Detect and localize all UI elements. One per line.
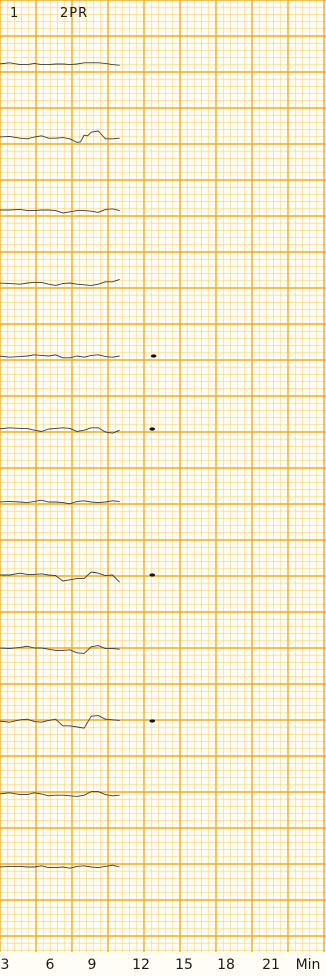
trace-line [0, 715, 120, 729]
trace-line [0, 354, 120, 359]
trace-line [0, 427, 120, 434]
major-grid [0, 0, 326, 952]
x-tick-label: 3 [1, 957, 10, 973]
trace-line [0, 499, 120, 505]
trace-line [0, 278, 120, 286]
minor-grid [0, 0, 326, 952]
x-tick-label: 15 [175, 957, 193, 973]
channel-label: 1 [10, 6, 19, 21]
series-label: 2PR [60, 6, 88, 21]
trace-line [0, 645, 120, 654]
trace-line [0, 571, 120, 583]
x-tick-label: 18 [217, 957, 235, 973]
x-tick-label: 12 [132, 957, 150, 973]
x-unit-label: Min [296, 957, 321, 973]
ink-mark [150, 354, 157, 358]
trace-line [0, 62, 120, 66]
trace-line [0, 864, 120, 869]
ink-mark-layer [149, 354, 157, 723]
trace-line [0, 791, 120, 797]
trace-line [0, 130, 120, 143]
ink-mark [149, 573, 156, 577]
x-tick-label: 21 [262, 957, 280, 973]
ink-mark [149, 719, 156, 723]
x-axis-tick-labels: 3 6 9 12 15 18 21 Min [1, 957, 321, 973]
ink-mark [149, 427, 156, 431]
x-tick-label: 6 [46, 957, 55, 973]
trace-layer [0, 62, 120, 869]
trace-line [0, 208, 120, 214]
x-tick-label: 9 [88, 957, 97, 973]
